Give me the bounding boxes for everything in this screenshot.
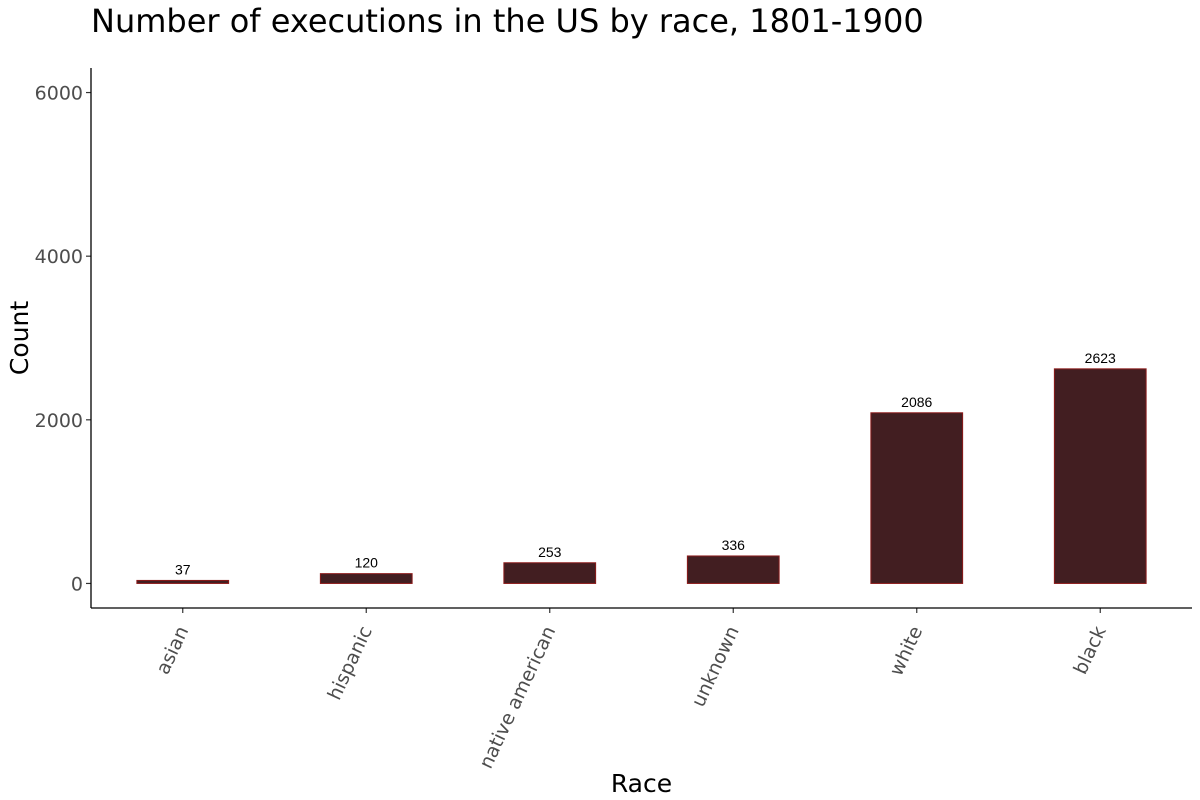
x-tick-label: unknown — [687, 623, 743, 711]
data-label: 336 — [722, 537, 746, 553]
bars-group — [136, 368, 1147, 584]
x-tick-label: asian — [152, 623, 193, 678]
y-tick-label: 0 — [71, 573, 83, 595]
bar-black — [1053, 368, 1147, 584]
data-label: 2623 — [1085, 350, 1116, 366]
bar-hispanic — [319, 573, 413, 584]
y-tick-label: 2000 — [35, 410, 83, 432]
y-tick-label: 4000 — [35, 246, 83, 268]
chart-title: Number of executions in the US by race, … — [91, 2, 924, 40]
data-label: 253 — [538, 544, 562, 560]
x-axis-ticks: asian hispanic native american unknown white… — [152, 608, 1111, 772]
x-tick-label: native american — [475, 623, 560, 772]
y-axis-title: Count — [5, 301, 34, 375]
data-labels-group: 37 120 253 336 2086 2623 — [175, 350, 1116, 578]
data-label: 2086 — [901, 394, 932, 410]
bar-asian — [136, 579, 230, 584]
x-tick-label: hispanic — [324, 623, 377, 704]
bar-unknown — [686, 555, 780, 584]
x-axis-title: Race — [611, 769, 672, 798]
data-label: 37 — [175, 561, 191, 577]
y-axis-ticks: 0 2000 4000 6000 — [35, 83, 91, 595]
bar-white — [870, 412, 964, 584]
bar-native-american — [503, 562, 597, 584]
x-tick-label: black — [1070, 623, 1111, 678]
x-tick-label: white — [885, 623, 927, 679]
y-tick-label: 6000 — [35, 83, 83, 105]
data-label: 120 — [355, 555, 379, 571]
